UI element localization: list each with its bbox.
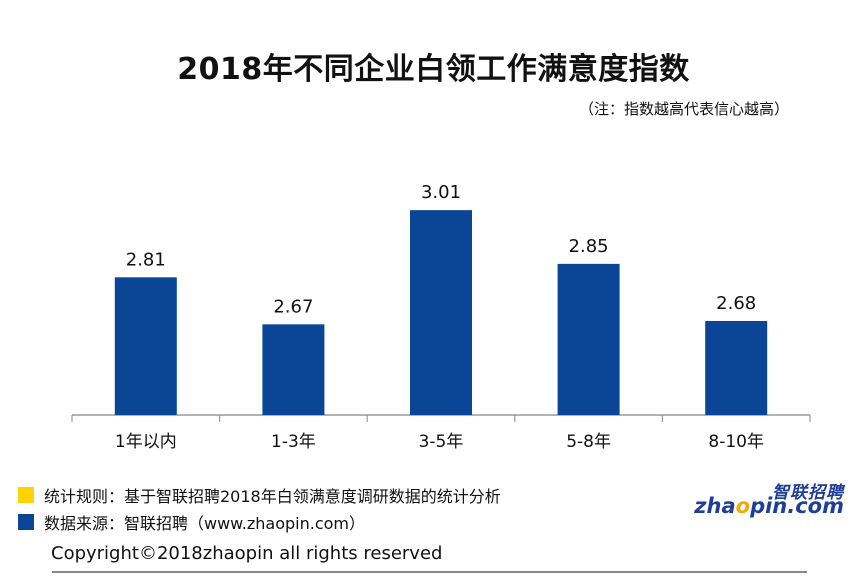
rule-square-icon bbox=[18, 487, 34, 503]
bar-value-label: 2.67 bbox=[273, 296, 313, 317]
bar-chart: 2.81 2.67 3.01 2.85 2.68 1年以内 1-3年 3-5年 5-8年 8-1… bbox=[71, 182, 811, 452]
bar-value-label: 2.85 bbox=[569, 236, 609, 257]
source-square-icon bbox=[18, 514, 34, 530]
rule-text: 统计规则：基于智联招聘2018年白领满意度调研数据的统计分析 bbox=[44, 487, 501, 506]
category-label: 8-10年 bbox=[708, 432, 764, 452]
category-label: 1-3年 bbox=[271, 432, 316, 452]
category-label: 1年以内 bbox=[115, 432, 177, 452]
bar-5 bbox=[705, 320, 768, 415]
bar-value-label: 2.81 bbox=[126, 249, 166, 270]
chart-note: （注：指数越高代表信心越高） bbox=[578, 100, 789, 118]
logo-cn-text: 智联招聘 bbox=[772, 483, 844, 503]
bar-3 bbox=[410, 210, 472, 415]
bottom-divider bbox=[52, 571, 807, 573]
rule-legend: 统计规则：基于智联招聘2018年白领满意度调研数据的统计分析 bbox=[18, 483, 501, 507]
category-label: 5-8年 bbox=[566, 432, 611, 452]
bar-value-label: 3.01 bbox=[421, 182, 461, 203]
chart-title: 2018年不同企业白领工作满意度指数 bbox=[177, 52, 690, 87]
bar-4 bbox=[557, 263, 620, 415]
source-legend: 数据来源：智联招聘（www.zhaopin.com） bbox=[18, 510, 365, 534]
copyright-text: Copyright©2018zhaopin all rights reserve… bbox=[51, 543, 443, 564]
bar-1 bbox=[114, 277, 177, 415]
bar-value-label: 2.68 bbox=[716, 293, 756, 314]
category-label: 3-5年 bbox=[419, 432, 464, 452]
zhaopin-logo: 智联招聘 zhaopin.com bbox=[694, 478, 848, 518]
bar-2 bbox=[262, 324, 325, 415]
source-text: 数据来源：智联招聘（www.zhaopin.com） bbox=[44, 514, 366, 533]
logo-en-text: zhaopin.com bbox=[694, 494, 844, 518]
